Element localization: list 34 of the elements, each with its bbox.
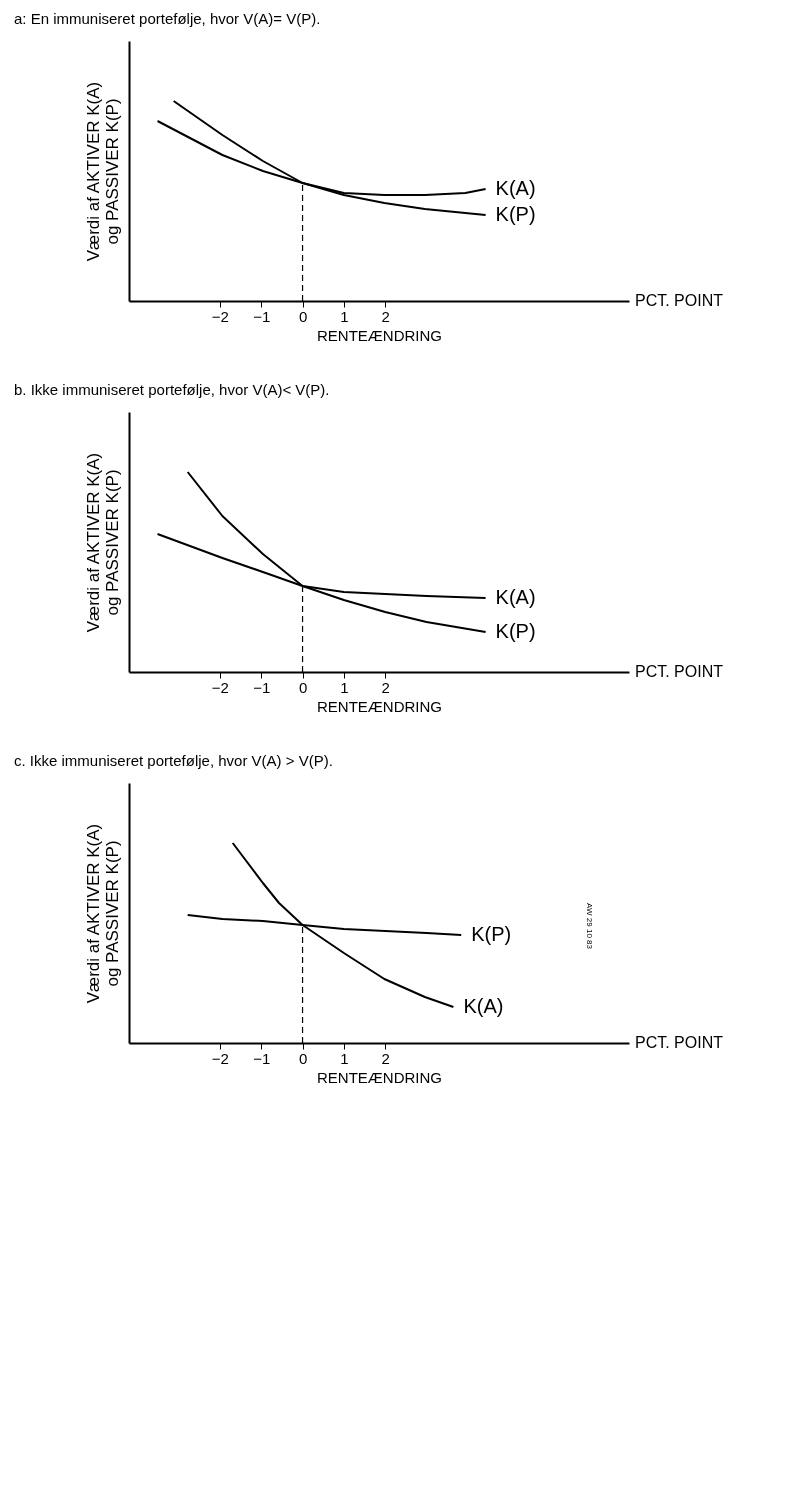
- chart-title: a: En immuniseret portefølje, hvor V(A)= V(P).: [14, 10, 321, 27]
- x-axis-title: RENTEÆNDRING: [316, 697, 443, 715]
- x-tick-label: 2: [381, 678, 390, 696]
- x-tick-label: 0: [298, 1049, 308, 1067]
- x-tick-label: −1: [253, 1049, 271, 1067]
- text: PCT. POINT: [635, 292, 724, 309]
- series-label: K(P): [495, 620, 536, 642]
- text: PCT. POINT: [635, 1034, 724, 1051]
- x-tick-label: 1: [340, 678, 349, 696]
- x-tick-label: 2: [381, 1049, 390, 1067]
- x-tick-label: −1: [253, 678, 271, 696]
- x-tick-label: 0: [298, 678, 308, 696]
- series-label: K(P): [495, 203, 536, 225]
- series-label: K(P): [471, 923, 512, 945]
- chart-title: b. Ikke immuniseret portefølje, hvor V(A)< V(P).: [14, 381, 330, 398]
- x-tick-label: −1: [253, 307, 271, 325]
- y-axis-title: Værdi af AKTIVER K(A) og PASSIVER K(P): [83, 81, 122, 262]
- x-tick-label: 1: [340, 1049, 349, 1067]
- x-tick-label: 0: [298, 307, 308, 325]
- series-label: K(A): [463, 995, 504, 1017]
- x-tick-label: 2: [381, 307, 390, 325]
- series-label: K(A): [495, 586, 536, 608]
- x-tick-label: 1: [340, 307, 349, 325]
- y-axis-title: Værdi af AKTIVER K(A) og PASSIVER K(P): [83, 823, 122, 1004]
- series-label: K(A): [495, 177, 536, 199]
- x-axis-title: RENTEÆNDRING: [316, 326, 443, 344]
- annotation: AW 29 10 83: [585, 903, 594, 950]
- text: PCT. POINT: [635, 663, 724, 680]
- chart-title: c. Ikke immuniseret portefølje, hvor V(A) > V(P).: [14, 752, 333, 769]
- y-axis-title: Værdi af AKTIVER K(A) og PASSIVER K(P): [83, 452, 122, 633]
- x-tick-label: −2: [211, 678, 229, 696]
- x-tick-label: −2: [211, 307, 229, 325]
- x-tick-label: −2: [211, 1049, 229, 1067]
- x-axis-title: RENTEÆNDRING: [316, 1068, 443, 1086]
